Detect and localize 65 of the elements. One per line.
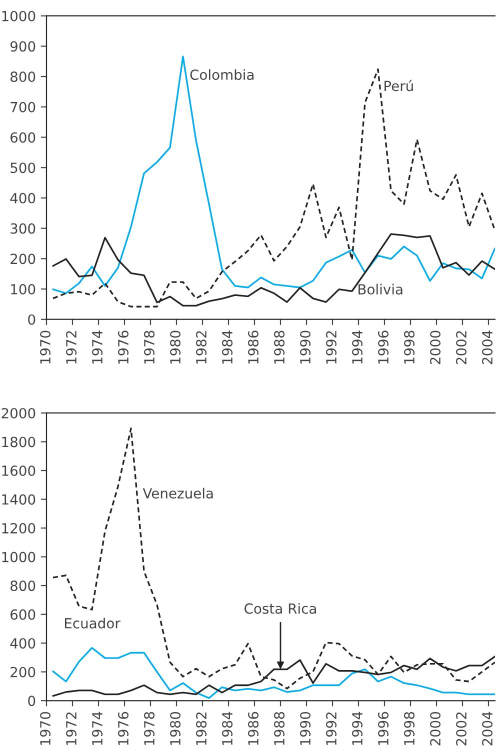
y-tick-label: 0 (28, 696, 36, 706)
x-tick-label: 2002 (456, 712, 467, 746)
x-tick-label: 1984 (222, 712, 233, 745)
x-tick-label: 1982 (196, 331, 207, 364)
x-tick-label: 1980 (170, 330, 181, 364)
x-tick-label: 1978 (144, 712, 155, 745)
x-tick-label: 2004 (482, 712, 493, 746)
y-tick-label: 800 (10, 72, 36, 82)
y-tick-label: 700 (10, 102, 36, 112)
x-tick-label: 1998 (404, 712, 415, 745)
x-tick-label: 1994 (352, 330, 363, 364)
y-tick-label: 300 (10, 223, 36, 234)
x-tick-label: 1988 (274, 330, 285, 364)
y-tick-label: 100 (11, 284, 36, 294)
x-tick-label: 1986 (248, 712, 259, 745)
y-tick-label: 900 (10, 41, 36, 52)
y-tick-label: 2000 (2, 408, 36, 418)
y-tick-label: 400 (10, 638, 36, 649)
y-tick-label: 500 (10, 162, 36, 174)
annotation: Venezuela (142, 488, 213, 499)
y-tick-label: 1400 (2, 494, 36, 505)
y-tick-label: 400 (10, 192, 36, 204)
x-tick-label: 1994 (352, 712, 363, 745)
x-tick-label: 2004 (482, 330, 493, 364)
annotation: Colombia (190, 69, 254, 80)
annotation: Costa Rica (244, 603, 316, 614)
x-tick-label: 1980 (170, 712, 181, 745)
x-tick-label: 1992 (326, 712, 337, 745)
x-tick-label: 1972 (66, 712, 77, 745)
x-tick-label: 1974 (92, 712, 103, 745)
x-tick-label: 1986 (248, 330, 259, 364)
y-tick-label: 1200 (2, 523, 36, 534)
x-tick-label: 1976 (118, 712, 129, 745)
y-tick-label: 600 (10, 132, 36, 143)
y-tick-label: 600 (10, 609, 36, 620)
x-tick-label: 1992 (326, 331, 337, 364)
x-tick-label: 1970 (40, 712, 51, 745)
x-tick-label: 1970 (40, 330, 51, 364)
y-tick-label: 800 (10, 580, 36, 592)
y-tick-label: 1600 (2, 465, 36, 476)
x-tick-label: 1976 (118, 330, 129, 364)
annotation: Perú (384, 80, 413, 92)
x-tick-label: 1996 (378, 330, 389, 364)
y-tick-label: 1800 (2, 436, 36, 448)
y-tick-label: 1000 (2, 10, 36, 22)
x-tick-label: 2000 (430, 712, 441, 746)
x-tick-label: 1990 (300, 712, 311, 745)
y-tick-label: 200 (10, 254, 36, 264)
series-label: Ecuador (64, 618, 120, 628)
x-tick-label: 1982 (196, 712, 207, 745)
x-tick-label: 1988 (274, 712, 285, 745)
x-tick-label: 1972 (66, 331, 77, 364)
x-tick-label: 1996 (378, 712, 389, 745)
annotation: Bolivia (358, 284, 402, 295)
y-tick-label: 1000 (2, 552, 36, 562)
x-tick-label: 2002 (456, 331, 467, 364)
x-tick-label: 1998 (404, 330, 415, 364)
line-series (52, 647, 495, 699)
y-tick-label: 200 (10, 666, 36, 678)
y-tick-label: 0 (28, 314, 36, 325)
x-tick-label: 1984 (222, 330, 233, 364)
x-tick-label: 2000 (430, 330, 441, 364)
x-tick-label: 1974 (92, 330, 103, 364)
x-tick-label: 1978 (144, 330, 155, 364)
x-tick-label: 1990 (300, 330, 311, 364)
